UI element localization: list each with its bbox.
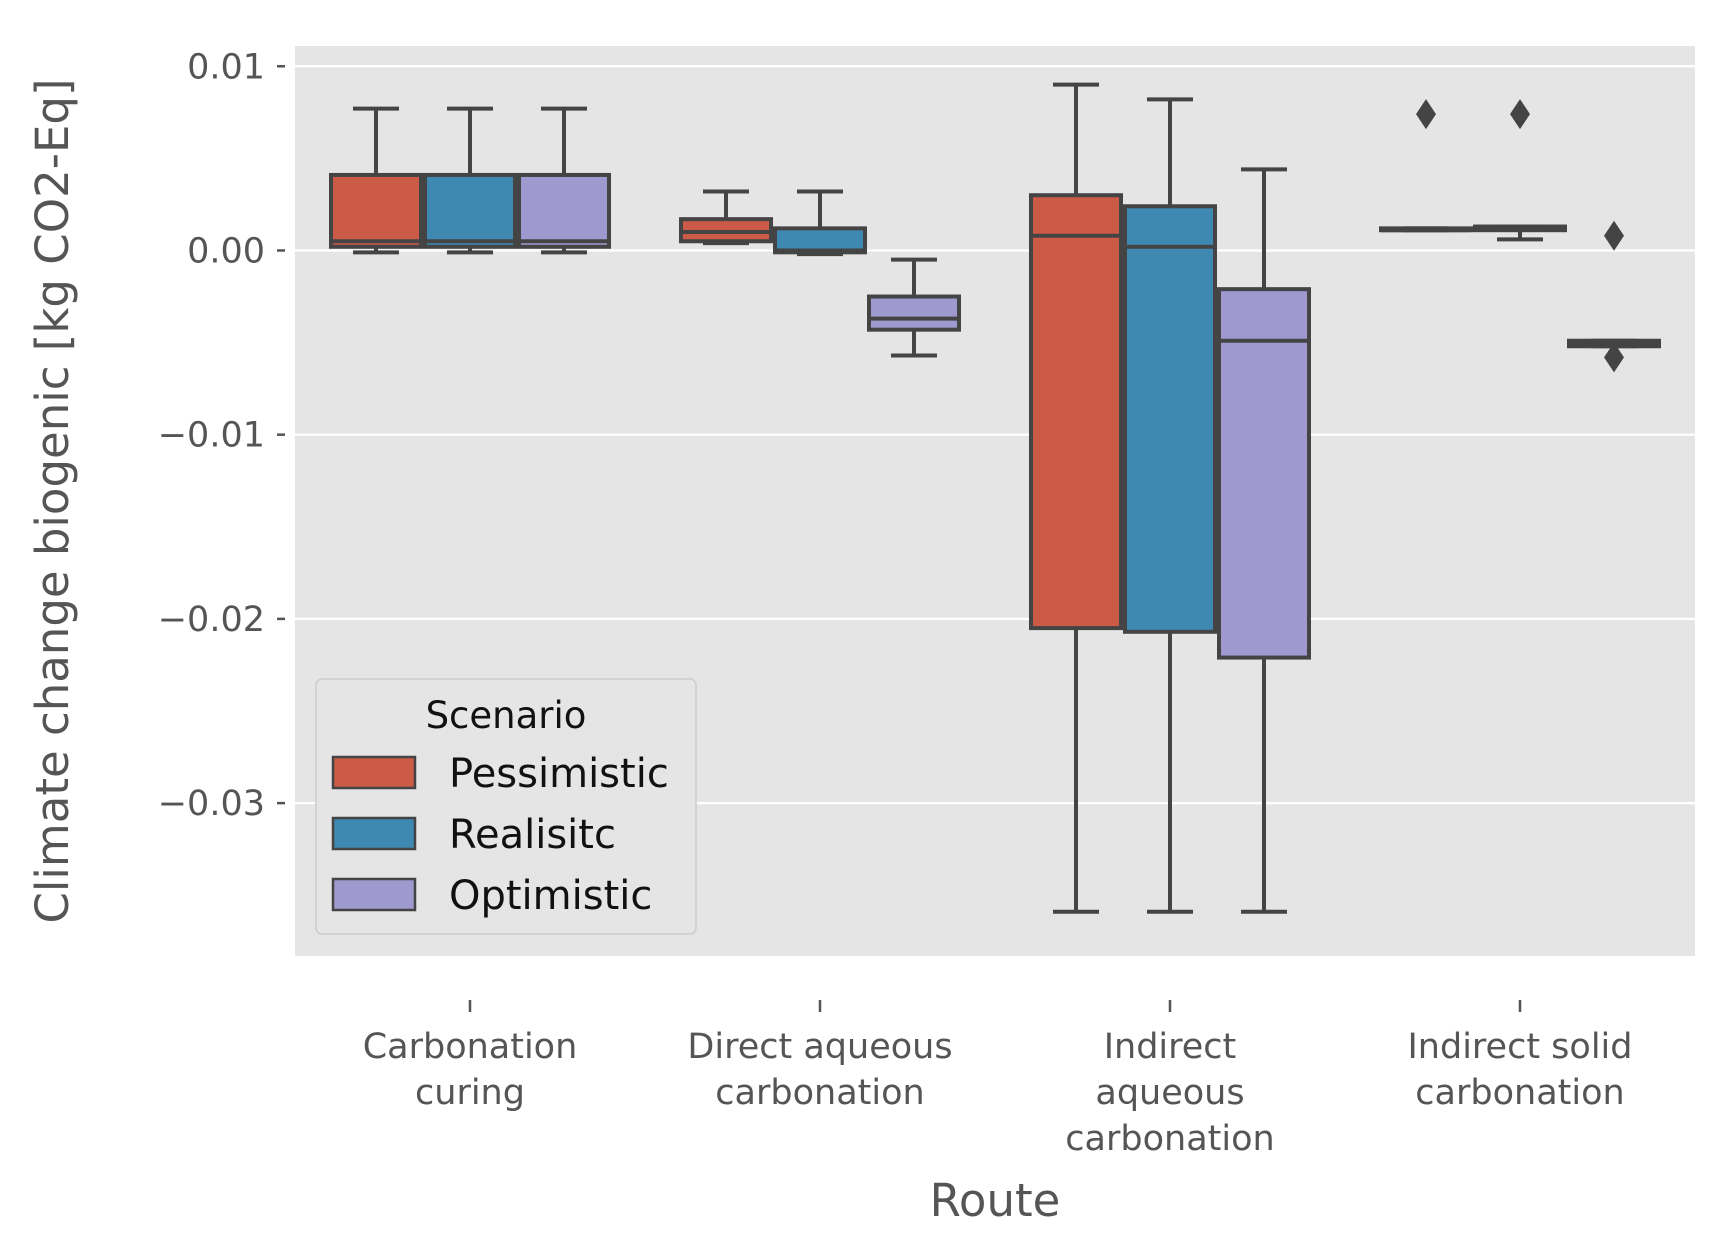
box-optimistic-2	[867, 257, 961, 358]
boxes	[329, 82, 1661, 914]
legend-item: Pessimistic	[331, 751, 669, 797]
legend-title: Scenario	[426, 694, 587, 737]
x-tick-label: carbonation	[1065, 1119, 1274, 1159]
outlier-marker	[1416, 99, 1436, 130]
legend-item: Optimistic	[331, 873, 652, 919]
legend-item: Realisitc	[331, 812, 616, 858]
x-tick-label: carbonation	[1415, 1073, 1624, 1113]
box-optimistic-3	[1217, 167, 1311, 914]
legend-swatch	[331, 816, 417, 851]
legend-swatch	[331, 877, 417, 912]
box-realisitc-2	[773, 189, 867, 257]
x-tick-label: Direct aqueous	[687, 1027, 952, 1067]
box-pessimistic-2	[679, 189, 773, 246]
y-axis: 0.01 0.00 −0.01 −0.02 −0.03	[158, 47, 285, 824]
y-tick-label: −0.01	[158, 416, 265, 456]
outlier-marker	[1604, 220, 1624, 251]
box-body	[517, 172, 611, 249]
box-body	[867, 294, 961, 332]
box-realisitc-1	[423, 106, 517, 255]
box-body	[423, 172, 517, 249]
box-body	[1217, 287, 1311, 660]
x-axis: Carbonation curing Direct aqueous carbonati…	[363, 1000, 1633, 1159]
legend: Scenario Pessimistic Realisitc Optimistic	[315, 678, 697, 935]
outlier-marker	[1604, 342, 1624, 373]
legend-items: Pessimistic Realisitc Optimistic	[331, 751, 669, 919]
x-tick-label: Indirect solid	[1407, 1027, 1632, 1067]
x-tick-label: curing	[415, 1073, 525, 1113]
x-tick-label: aqueous	[1095, 1073, 1244, 1113]
box-pessimistic-1	[329, 106, 423, 255]
y-tick-label: 0.01	[187, 47, 265, 87]
box-realisitc-3	[1123, 97, 1217, 914]
box-body	[1123, 204, 1217, 634]
outlier-marker	[1510, 99, 1530, 130]
box-body	[1029, 193, 1123, 631]
box-optimistic-1	[517, 106, 611, 255]
legend-label: Optimistic	[449, 873, 652, 919]
box-optimistic-4	[1567, 220, 1661, 373]
y-tick-label: 0.00	[187, 231, 265, 271]
legend-frame	[315, 678, 697, 935]
x-axis-title: Route	[930, 1174, 1061, 1227]
x-tick-label: Indirect	[1104, 1027, 1237, 1067]
box-pessimistic-3	[1029, 82, 1123, 914]
box-body	[329, 172, 423, 249]
legend-label: Pessimistic	[449, 751, 669, 797]
legend-swatch	[331, 755, 417, 790]
x-tick-label: carbonation	[715, 1073, 924, 1113]
y-axis-title: Climate change biogenic [kg CO2-Eq]	[26, 78, 79, 923]
box-realisitc-4	[1473, 99, 1567, 242]
y-tick-label: −0.02	[158, 600, 265, 640]
box-pessimistic-4	[1379, 99, 1473, 233]
legend-label: Realisitc	[449, 812, 616, 858]
y-tick-label: −0.03	[158, 784, 265, 824]
x-tick-label: Carbonation	[363, 1027, 578, 1067]
